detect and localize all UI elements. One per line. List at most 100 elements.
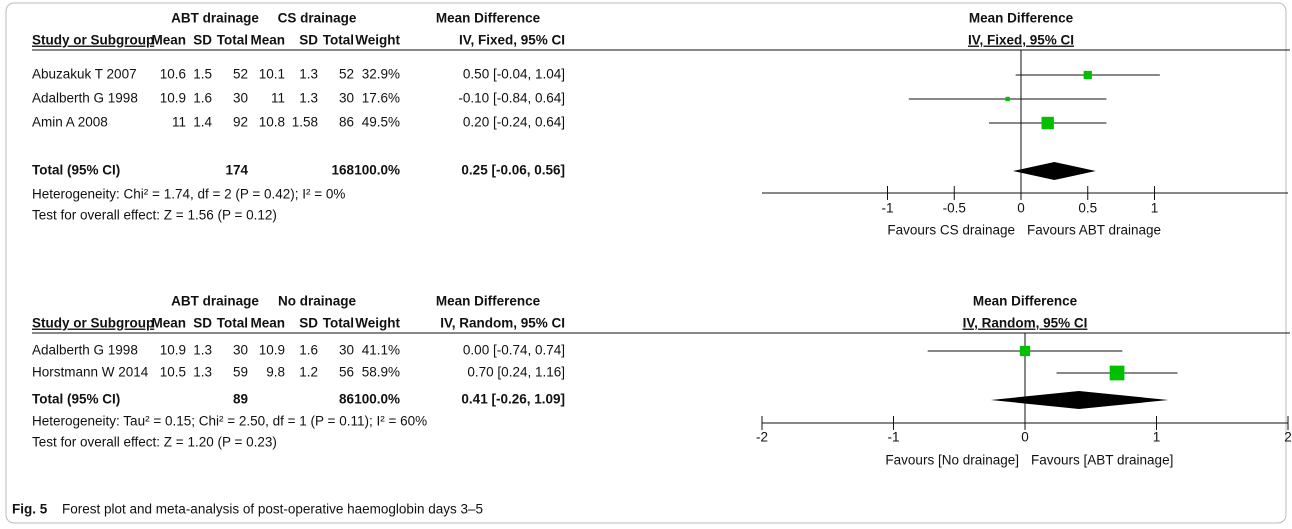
group-header: CS drainage (278, 11, 357, 26)
column-header: Total (323, 33, 354, 48)
column-header: SD (299, 316, 318, 331)
tick-label: -2 (756, 430, 768, 445)
cell: 56 (339, 365, 354, 380)
tick-label: 1 (1153, 430, 1161, 445)
tick-label: 2 (1284, 430, 1292, 445)
cell: 30 (233, 91, 248, 106)
cell: Amin A 2008 (32, 115, 108, 130)
cell: 32.9% (362, 67, 400, 82)
cell: 1.3 (299, 67, 318, 82)
total-cell: 100.0% (354, 392, 400, 407)
plot-subtitle: IV, Random, 95% CI (963, 316, 1088, 331)
cell: 52 (233, 67, 248, 82)
cell: 30 (339, 343, 354, 358)
group-header: Mean Difference (436, 294, 541, 309)
column-header: Mean (250, 33, 285, 48)
cell: 1.5 (193, 67, 212, 82)
column-header: SD (193, 316, 212, 331)
favours-left: Favours [No drainage] (885, 453, 1019, 468)
column-header: Total (217, 33, 248, 48)
cell: 11 (172, 115, 186, 130)
total-cell: 0.41 [-0.26, 1.09] (461, 392, 565, 407)
cell: 10.1 (259, 67, 285, 82)
cell: 0.50 [-0.04, 1.04] (463, 67, 565, 82)
cell: 59 (233, 365, 248, 380)
tick-label: 1 (1151, 201, 1159, 216)
cell: 10.9 (259, 343, 285, 358)
cell: 0.70 [0.24, 1.16] (467, 365, 565, 380)
column-header: Mean (151, 33, 186, 48)
figure-border (5, 2, 1287, 524)
cell: 1.3 (193, 343, 212, 358)
cell: 1.2 (299, 365, 318, 380)
heterogeneity: Heterogeneity: Tau² = 0.15; Chi² = 2.50,… (32, 414, 427, 429)
cell: 1.4 (193, 115, 212, 130)
cell: 10.5 (160, 365, 186, 380)
tick-label: -1 (881, 201, 893, 216)
effect-square (1005, 96, 1010, 102)
cell: 1.3 (299, 91, 318, 106)
column-header: Weight (355, 33, 400, 48)
cell: 1.6 (299, 343, 318, 358)
favours-left: Favours CS drainage (887, 223, 1015, 238)
cell: 11 (271, 91, 285, 106)
effect-square (1019, 345, 1031, 357)
heterogeneity: Heterogeneity: Chi² = 1.74, df = 2 (P = … (32, 187, 345, 202)
cell: 86 (339, 115, 354, 130)
cell: 30 (233, 343, 248, 358)
favours-right: Favours ABT drainage (1027, 223, 1161, 238)
group-header: No drainage (278, 294, 357, 309)
cell: 1.3 (193, 365, 212, 380)
effect-square (1041, 116, 1054, 130)
tick-label: 0 (1017, 201, 1025, 216)
cell: 0.00 [-0.74, 0.74] (463, 343, 565, 358)
tick-label: -0.5 (943, 201, 966, 216)
column-header: Mean (250, 316, 285, 331)
pooled-diamond (1012, 162, 1096, 180)
column-header: Weight (355, 316, 400, 331)
cell: Horstmann W 2014 (32, 365, 149, 380)
total-cell: 86 (339, 392, 355, 407)
total-cell: 0.25 [-0.06, 0.56] (461, 163, 565, 178)
total-cell: 174 (225, 163, 248, 178)
cell: 17.6% (362, 91, 400, 106)
cell: 49.5% (362, 115, 400, 130)
group-header: ABT drainage (171, 11, 259, 26)
total-cell: 89 (233, 392, 248, 407)
cell: -0.10 [-0.84, 0.64] (458, 91, 565, 106)
cell: Adalberth G 1998 (32, 343, 138, 358)
pooled-diamond (990, 391, 1169, 409)
cell: Adalberth G 1998 (32, 91, 138, 106)
column-header: IV, Fixed, 95% CI (459, 33, 565, 48)
plot-title: Mean Difference (973, 294, 1078, 309)
cell: 30 (339, 91, 354, 106)
column-header: IV, Random, 95% CI (440, 316, 565, 331)
cell: 41.1% (362, 343, 400, 358)
total-cell: 100.0% (354, 163, 400, 178)
cell: 9.8 (266, 365, 285, 380)
column-header: Study or Subgroup (32, 316, 154, 331)
cell: 1.6 (193, 91, 212, 106)
cell: 10.9 (160, 91, 186, 106)
caption-label: Fig. 5 (12, 502, 48, 517)
cell: 52 (339, 67, 354, 82)
cell: 10.9 (160, 343, 186, 358)
total-cell: 168 (331, 163, 354, 178)
caption-text: Forest plot and meta-analysis of post-op… (62, 502, 483, 517)
group-header: ABT drainage (171, 294, 259, 309)
overall-effect: Test for overall effect: Z = 1.56 (P = 0… (32, 208, 277, 223)
cell: 58.9% (362, 365, 400, 380)
total-cell: Total (95% CI) (32, 163, 120, 178)
tick-label: 0 (1021, 430, 1029, 445)
cell: 10.6 (160, 67, 186, 82)
column-header: Total (323, 316, 354, 331)
column-header: Total (217, 316, 248, 331)
cell: 0.20 [-0.24, 0.64] (463, 115, 565, 130)
overall-effect: Test for overall effect: Z = 1.20 (P = 0… (32, 435, 277, 450)
column-header: Mean (151, 316, 186, 331)
effect-square (1109, 365, 1125, 381)
group-header: Mean Difference (436, 11, 541, 26)
total-cell: Total (95% CI) (32, 392, 120, 407)
